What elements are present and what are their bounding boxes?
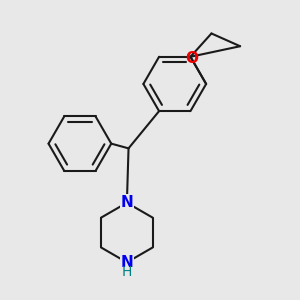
Text: N: N [121,195,133,210]
Text: O: O [185,51,198,66]
Text: H: H [122,265,132,279]
Text: N: N [121,255,133,270]
